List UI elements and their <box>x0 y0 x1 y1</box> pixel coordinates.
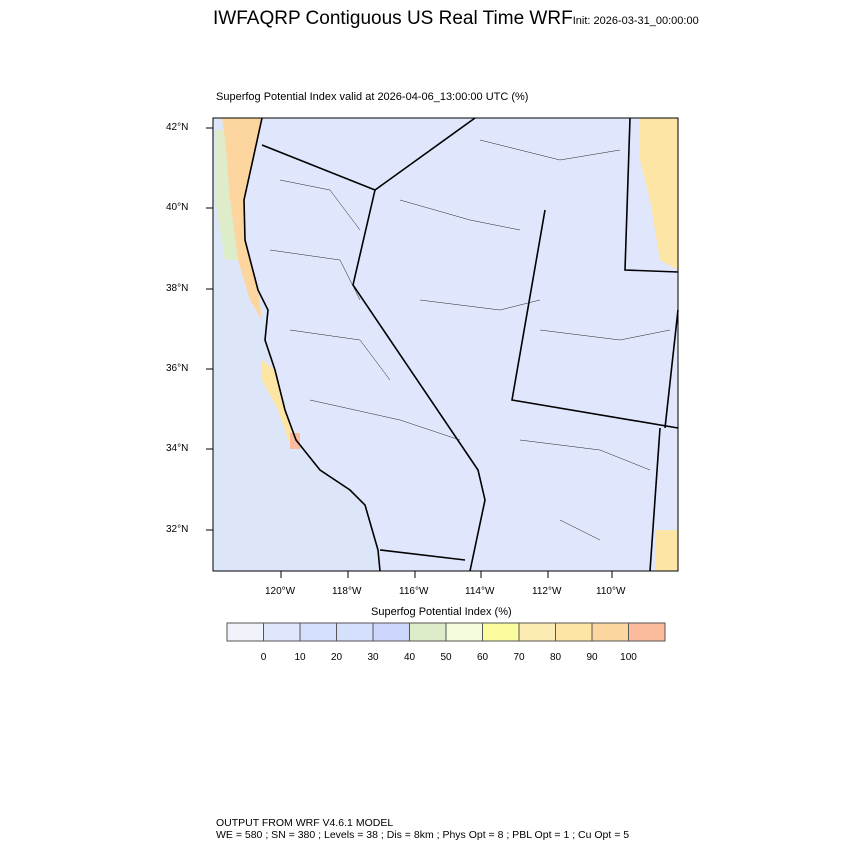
fog-patch <box>640 118 678 270</box>
border-mexico <box>379 549 466 561</box>
border-ca-nv <box>352 189 486 572</box>
lat-tick-label: 38°N <box>166 283 189 294</box>
colorbar-label: 30 <box>367 652 379 663</box>
colorbar-label: 70 <box>513 652 525 663</box>
lon-tick-label: 114°W <box>465 586 495 597</box>
figure-title: IWFAQRP Contiguous US Real Time WRFInit:… <box>213 8 699 30</box>
init-time: Init: 2026-03-31_00:00:00 <box>572 15 699 27</box>
fog-patch <box>290 433 300 449</box>
colorbar-label: 20 <box>330 652 343 663</box>
colorbar-label: 60 <box>476 652 489 663</box>
footer-config: WE = 580 ; SN = 380 ; Levels = 38 ; Dis … <box>216 829 630 841</box>
lon-tick-label: 118°W <box>332 586 362 597</box>
plot-subtitle: Superfog Potential Index valid at 2026-0… <box>216 91 529 103</box>
colorbar-label: 80 <box>549 652 562 663</box>
colorbar-label: 10 <box>294 652 306 663</box>
lon-tick-label: 116°W <box>399 586 429 597</box>
county-lines <box>269 139 671 541</box>
fog-patch <box>262 360 296 445</box>
border-nv-ut <box>511 209 679 429</box>
fog-patch <box>215 130 238 260</box>
lat-tick-label: 42°N <box>166 122 189 133</box>
footer-model: OUTPUT FROM WRF V4.6.1 MODEL <box>216 817 394 829</box>
title-main: IWFAQRP Contiguous US Real Time WRF <box>213 8 573 29</box>
border-ut-co <box>624 117 679 273</box>
borders <box>243 117 679 572</box>
lon-tick-label: 112°W <box>532 586 562 597</box>
coastline <box>243 117 381 572</box>
lat-tick-label: 36°N <box>166 363 189 374</box>
lat-tick-label: 34°N <box>166 443 189 454</box>
lon-tick-label: 110°W <box>596 586 626 597</box>
border-az-nm <box>649 427 661 572</box>
lon-tick-label: 120°W <box>265 586 296 597</box>
map-frame <box>212 117 679 572</box>
colorbar-label: 50 <box>440 652 452 663</box>
colorbar-label: 0 <box>260 652 267 663</box>
fog-patch <box>655 530 678 571</box>
lat-tick-label: 40°N <box>166 202 189 213</box>
colorbar-label: 100 <box>620 652 637 663</box>
border-co-nm <box>664 309 679 429</box>
lat-tick-label: 32°N <box>166 524 189 535</box>
colorbar-label: 90 <box>586 652 598 663</box>
colorbar-title: Superfog Potential Index (%) <box>371 606 512 618</box>
colorbar-label: 40 <box>403 652 416 663</box>
land <box>244 118 678 571</box>
